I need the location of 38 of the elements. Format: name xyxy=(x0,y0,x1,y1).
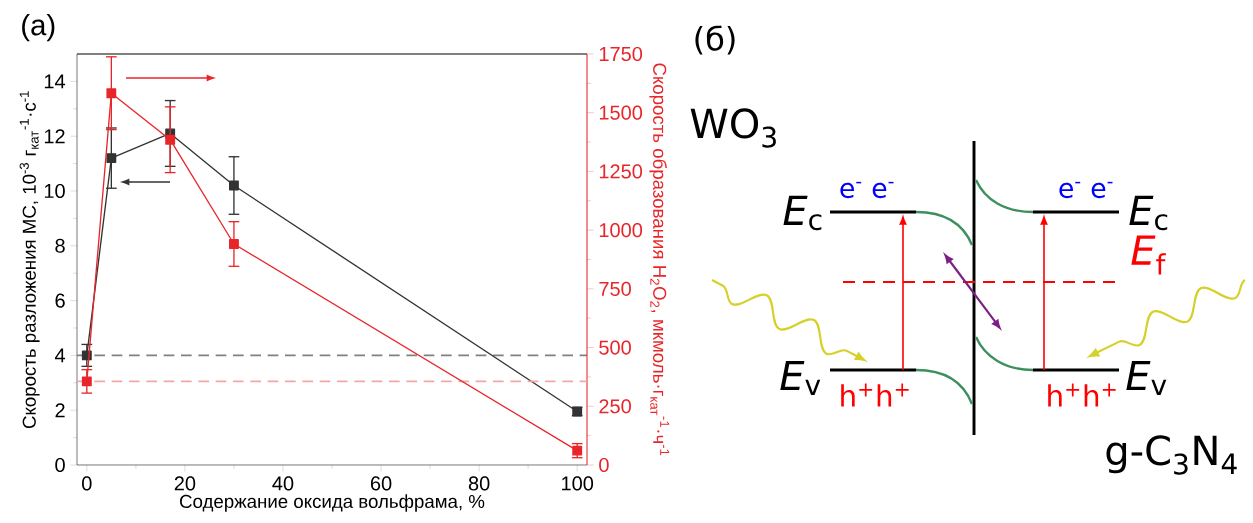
text: e$^{-}$ e$^{-}$ xyxy=(1059,181,1113,199)
text: E$_{f}$ xyxy=(1131,235,1166,275)
y2-tick-label: 500 xyxy=(599,340,631,355)
x-tick-label: 40 xyxy=(272,476,294,491)
text: g-C$_{3}$N$_{4}$ xyxy=(1106,435,1237,475)
y2-tick-label: 1000 xyxy=(599,223,643,238)
x-tick-label: 80 xyxy=(468,476,490,491)
chart-title: (a) xyxy=(22,13,55,42)
x-tick-label: 100 xyxy=(562,476,594,491)
text: E$_{v}$ xyxy=(1126,360,1167,396)
text: E$_{c}$ xyxy=(783,195,822,231)
text: E$_{c}$ xyxy=(1129,195,1168,231)
y2-tick-label: 1250 xyxy=(599,164,643,179)
y2-tick-label: 1500 xyxy=(599,105,643,120)
x-tick-label: 0 xyxy=(82,476,92,491)
x-tick-label: 60 xyxy=(370,476,392,491)
y-tick-label: 10 xyxy=(44,183,65,199)
y-tick-label: 6 xyxy=(55,293,65,308)
y2-tick-label: 750 xyxy=(599,281,631,296)
text: Скорость образования H$_{2}$O$_{2}$, мкмоль·г$_{кат}$$^{-1}$·ч$^{-1}$ xyxy=(649,63,670,456)
text: WO$_{3}$ xyxy=(690,108,776,148)
y-tick-label: 2 xyxy=(55,403,65,418)
text: e$^{-}$ e$^{-}$ xyxy=(840,181,894,199)
y2-tick-label: 0 xyxy=(599,457,609,473)
y-tick-label: 4 xyxy=(54,348,66,363)
y2-tick-label: 1750 xyxy=(599,46,643,62)
x-axis-title: Содержание оксида вольфрама, % xyxy=(180,494,485,512)
text: (б) xyxy=(695,25,735,55)
y-tick-label: 0 xyxy=(55,457,65,473)
text: h$^{+}$h$^{+}$ xyxy=(841,383,909,407)
text: h$^{+}$h$^{+}$ xyxy=(1048,383,1116,407)
y-tick-label: 14 xyxy=(44,74,66,89)
y-tick-label: 12 xyxy=(44,129,65,144)
x-tick-label: 20 xyxy=(174,476,196,491)
y-axis-title: Скорость разложения МС, 10$^{-3}$ г$_{кат}$$^{-1}$·с$^{-1}$ xyxy=(19,91,40,429)
y2-tick-label: 250 xyxy=(599,399,631,414)
y-tick-label: 8 xyxy=(55,238,65,253)
text: E$_{v}$ xyxy=(780,360,821,396)
